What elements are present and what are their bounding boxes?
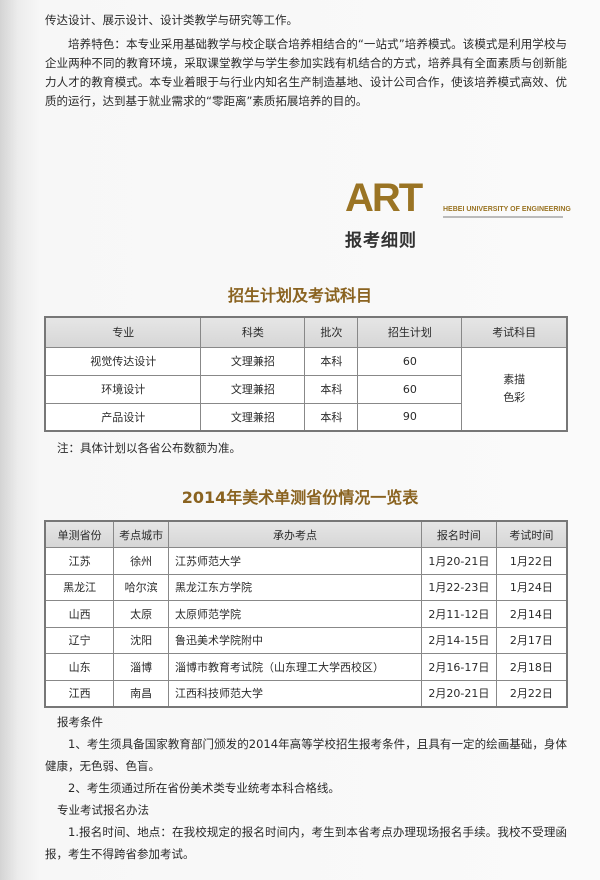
section-title: 报考细则 bbox=[345, 231, 417, 251]
table-row: 辽宁 沈阳 鲁迅美术学院附中 2月14-15日 2月17日 bbox=[44, 626, 568, 654]
header: 批次 bbox=[304, 316, 359, 348]
cell: 60 bbox=[357, 346, 463, 376]
method-item: 1.报名时间、地点：在我校规定的报名时间内，考生到本省考点办理现场报名手续。我校… bbox=[45, 825, 567, 861]
subject: 素描 bbox=[503, 372, 526, 386]
intro-features: 培养特色：本专业采用基础教学与校企联合培养相结合的“一站式”培养模式。该模式是利… bbox=[45, 37, 567, 108]
table-row: 视觉传达设计 文理兼招 本科 60 素描色彩 bbox=[44, 346, 568, 432]
plan-note: 注：具体计划以各省公布数额为准。 bbox=[57, 441, 241, 455]
cell: 1月24日 bbox=[495, 573, 568, 601]
cell: 2月11-12日 bbox=[420, 600, 497, 628]
cell: 文理兼招 bbox=[200, 402, 306, 432]
table-row: 江西 南昌 江西科技师范大学 2月20-21日 2月22日 bbox=[44, 679, 568, 707]
plan-table: 专业 科类 批次 招生计划 考试科目 视觉传达设计 文理兼招 本科 60 素描色… bbox=[44, 316, 568, 432]
cell: 辽宁 bbox=[44, 626, 115, 654]
cell: 文理兼招 bbox=[200, 374, 306, 404]
cell: 本科 bbox=[304, 402, 359, 432]
logo-university: HEBEI UNIVERSITY OF ENGINEERING bbox=[443, 206, 571, 213]
cell: 1月22日 bbox=[495, 547, 568, 575]
table-row: 山东 淄博 淄博市教育考试院（山东理工大学西校区） 2月16-17日 2月18日 bbox=[44, 653, 568, 681]
cell: 2月22日 bbox=[495, 679, 568, 707]
header: 招生计划 bbox=[357, 316, 463, 348]
table-row: 山西 太原 太原师范学院 2月11-12日 2月14日 bbox=[44, 600, 568, 628]
cell: 2月14-15日 bbox=[420, 626, 497, 654]
cell: 江西科技师范大学 bbox=[168, 679, 422, 707]
cell: 淄博 bbox=[113, 653, 170, 681]
cell: 哈尔滨 bbox=[113, 573, 170, 601]
header: 考试时间 bbox=[495, 520, 568, 548]
table-row: 江苏 徐州 江苏师范大学 1月20-21日 1月22日 bbox=[44, 547, 568, 575]
header: 考试科目 bbox=[461, 316, 568, 348]
cell: 产品设计 bbox=[44, 402, 202, 432]
provinces-title: 2014年美术单测省份情况一览表 bbox=[181, 488, 419, 507]
cell: 2月17日 bbox=[495, 626, 568, 654]
cell: 1月20-21日 bbox=[420, 547, 497, 575]
subject: 色彩 bbox=[503, 390, 526, 404]
intro-line: 传达设计、展示设计、设计类教学与研究等工作。 bbox=[45, 13, 298, 27]
header: 单测省份 bbox=[44, 520, 115, 548]
cell: 本科 bbox=[304, 346, 359, 376]
table-row: 环境设计 文理兼招 本科 60 bbox=[44, 374, 567, 404]
cell: 山西 bbox=[44, 600, 115, 628]
condition-item: 1、考生须具备国家教育部门颁发的2014年高等学校招生报考条件，且具有一定的绘画… bbox=[45, 737, 567, 773]
table-row: 产品设计 文理兼招 本科 90 bbox=[44, 402, 567, 432]
cell: 黑龙江东方学院 bbox=[168, 573, 422, 601]
condition-item: 2、考生须通过所在省份美术类专业统考本科合格线。 bbox=[68, 781, 340, 795]
conditions-heading: 报考条件 bbox=[57, 715, 103, 729]
cell: 环境设计 bbox=[44, 374, 202, 404]
cell: 本科 bbox=[304, 374, 359, 404]
header: 承办考点 bbox=[168, 520, 422, 548]
plan-title: 招生计划及考试科目 bbox=[227, 286, 372, 305]
subjects-cell: 素描 色彩 bbox=[461, 346, 568, 432]
logo-art: ART bbox=[345, 176, 423, 220]
cell: 2月18日 bbox=[495, 653, 568, 681]
cell: 2月20-21日 bbox=[420, 679, 497, 707]
cell: 文理兼招 bbox=[200, 346, 306, 376]
cell: 鲁迅美术学院附中 bbox=[168, 626, 422, 654]
cell: 山东 bbox=[44, 653, 115, 681]
cell: 60 bbox=[357, 374, 463, 404]
header: 科类 bbox=[200, 316, 306, 348]
method-heading: 专业考试报名办法 bbox=[57, 803, 149, 817]
table-row: 黑龙江 哈尔滨 黑龙江东方学院 1月22-23日 1月24日 bbox=[44, 573, 568, 601]
cell: 90 bbox=[357, 402, 463, 432]
cell: 2月16-17日 bbox=[420, 653, 497, 681]
header: 报名时间 bbox=[420, 520, 497, 548]
cell: 2月14日 bbox=[495, 600, 568, 628]
cell: 沈阳 bbox=[113, 626, 170, 654]
cell: 徐州 bbox=[113, 547, 170, 575]
cell: 江西 bbox=[44, 679, 115, 707]
cell: 淄博市教育考试院（山东理工大学西校区） bbox=[168, 653, 422, 681]
cell: 江苏师范大学 bbox=[168, 547, 422, 575]
logo-divider bbox=[443, 216, 563, 218]
cell: 太原师范学院 bbox=[168, 600, 422, 628]
cell: 黑龙江 bbox=[44, 573, 115, 601]
cell: 1月22-23日 bbox=[420, 573, 497, 601]
art-logo: ART HEBEI UNIVERSITY OF ENGINEERING 报考细则 bbox=[345, 176, 575, 251]
header: 考点城市 bbox=[113, 520, 170, 548]
provinces-table: 单测省份 考点城市 承办考点 报名时间 考试时间 江苏 徐州 江苏师范大学 1月20-… bbox=[44, 520, 568, 708]
header: 专业 bbox=[44, 316, 202, 348]
cell: 江苏 bbox=[44, 547, 115, 575]
cell: 南昌 bbox=[113, 679, 170, 707]
cell: 太原 bbox=[113, 600, 170, 628]
cell: 视觉传达设计 bbox=[44, 346, 202, 376]
